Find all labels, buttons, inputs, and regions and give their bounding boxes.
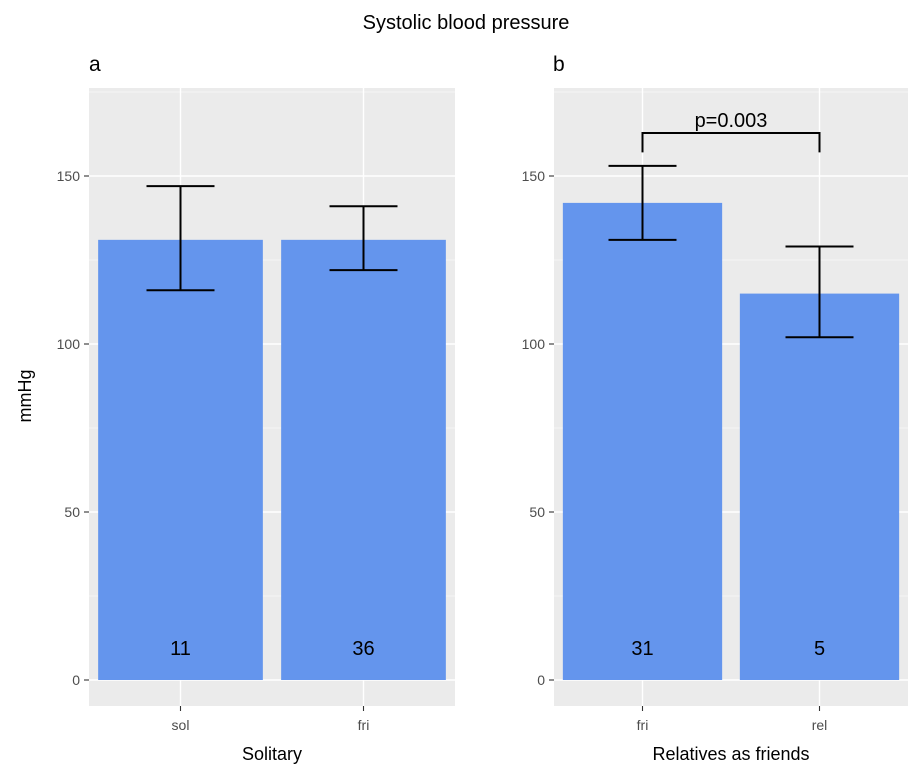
y-tick-label: 100 [57,336,81,352]
count-label: 5 [814,638,825,660]
x-axis-title: Relatives as friends [652,744,809,764]
x-tick-label: sol [172,717,190,733]
bar-fri [562,202,723,680]
x-tick-label: fri [358,717,370,733]
y-axis-title: mmHg [15,370,35,423]
chart-title: Systolic blood pressure [363,12,570,34]
panel-a: 0 50 100 150 11 36 sol fri Solitary a [57,53,455,764]
bar-sol [98,239,263,680]
count-label: 11 [170,638,191,660]
panel-tag: b [553,53,565,76]
bar-fri [281,239,446,680]
y-tick-label: 50 [64,504,80,520]
x-axis-title: Solitary [242,744,302,764]
significance-bracket [641,132,821,153]
y-tick-label: 100 [522,336,546,352]
x-tick-label: rel [812,717,828,733]
x-tick-label: fri [637,717,649,733]
panel-tag: a [89,53,101,76]
bar-rel [739,293,900,680]
y-tick-label: 50 [529,504,545,520]
y-tick-label: 150 [522,168,546,184]
count-label: 31 [631,638,653,660]
y-tick-label: 0 [72,672,80,688]
y-tick-label: 0 [537,672,545,688]
count-label: 36 [352,638,374,660]
y-tick-label: 150 [57,168,81,184]
significance-label: p=0.003 [695,110,768,132]
